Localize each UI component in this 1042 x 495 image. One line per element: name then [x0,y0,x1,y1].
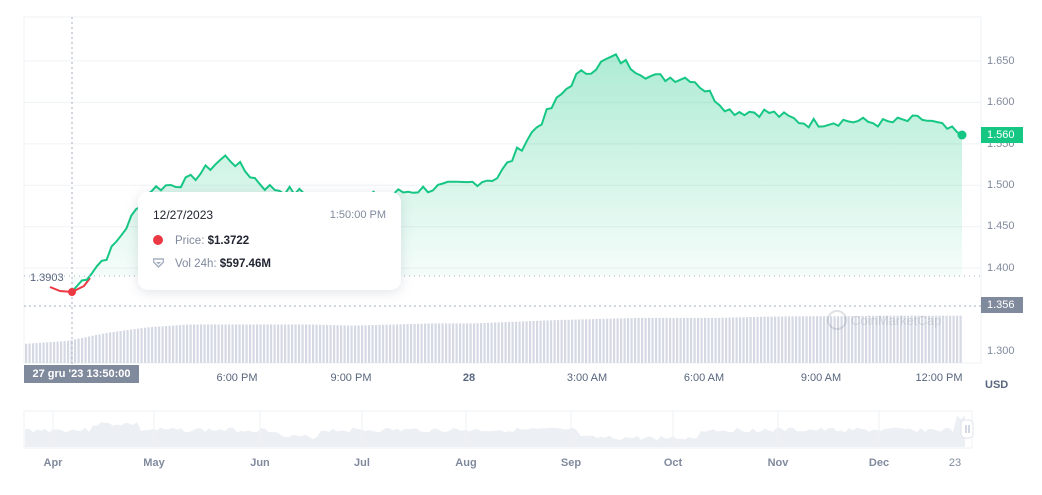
x-tick: 3:00 AM [566,372,608,384]
current-price-badge: 1.560 [981,127,1023,143]
navigator-tick: Nov [767,457,789,469]
svg-text:CoinMarketCap: CoinMarketCap [851,313,941,328]
y-tick: 1.650 [987,55,1015,67]
currency-label: USD [985,379,1009,391]
tooltip-time: 1:50:00 PM [329,209,386,221]
x-tick: 6:00 PM [216,372,258,384]
navigator-tick: May [143,457,165,469]
volume-shield-icon [152,258,165,269]
tooltip-price-row: Price: $1.3722 [153,235,249,247]
last-price-point [957,130,967,140]
y-tick: 1.500 [987,179,1015,191]
navigator-tick: Dec [868,457,890,469]
price-line [71,52,963,292]
crosshair-time-badge: 27 gru '23 13:50:00 [24,365,139,383]
navigator-tick: Jun [250,457,270,469]
navigator-tick: Oct [663,457,683,469]
navigator-gridlines [52,411,880,448]
navigator-tick: Aug [455,457,477,469]
x-tick: 9:00 PM [330,372,372,384]
tooltip-volume-row: Vol 24h: $597.46M [152,258,271,270]
y-tick: 1.400 [987,262,1015,274]
x-tick: 12:00 PM [915,372,963,384]
navigator-tick: Apr [43,457,63,469]
volume-bars [25,315,962,363]
hover-point [68,288,76,296]
navigator-tick: 23 [948,457,962,469]
x-tick: 9:00 AM [800,372,842,384]
navigator-tick: Sep [560,457,582,469]
watermark-logo: CoinMarketCap [827,310,941,330]
y-tick: 1.600 [987,96,1015,108]
x-tick: 6:00 AM [683,372,725,384]
x-tick-day: 28 [462,372,476,384]
y-tick: 1.450 [987,220,1015,232]
start-price-label: 1.3903 [30,272,64,284]
price-dot-icon [153,235,163,245]
y-tick: 1.300 [987,345,1015,357]
navigator-tick: Jul [354,457,370,469]
tooltip: 12/27/2023 1:50:00 PM Price: $1.3722 Vol… [138,192,401,290]
tooltip-price: $1.3722 [207,235,250,247]
crosshair-price-badge: 1.356 [981,297,1023,313]
tooltip-date: 12/27/2023 [153,208,214,222]
navigator-handle[interactable] [960,419,974,439]
tooltip-volume: $597.46M [219,258,271,270]
